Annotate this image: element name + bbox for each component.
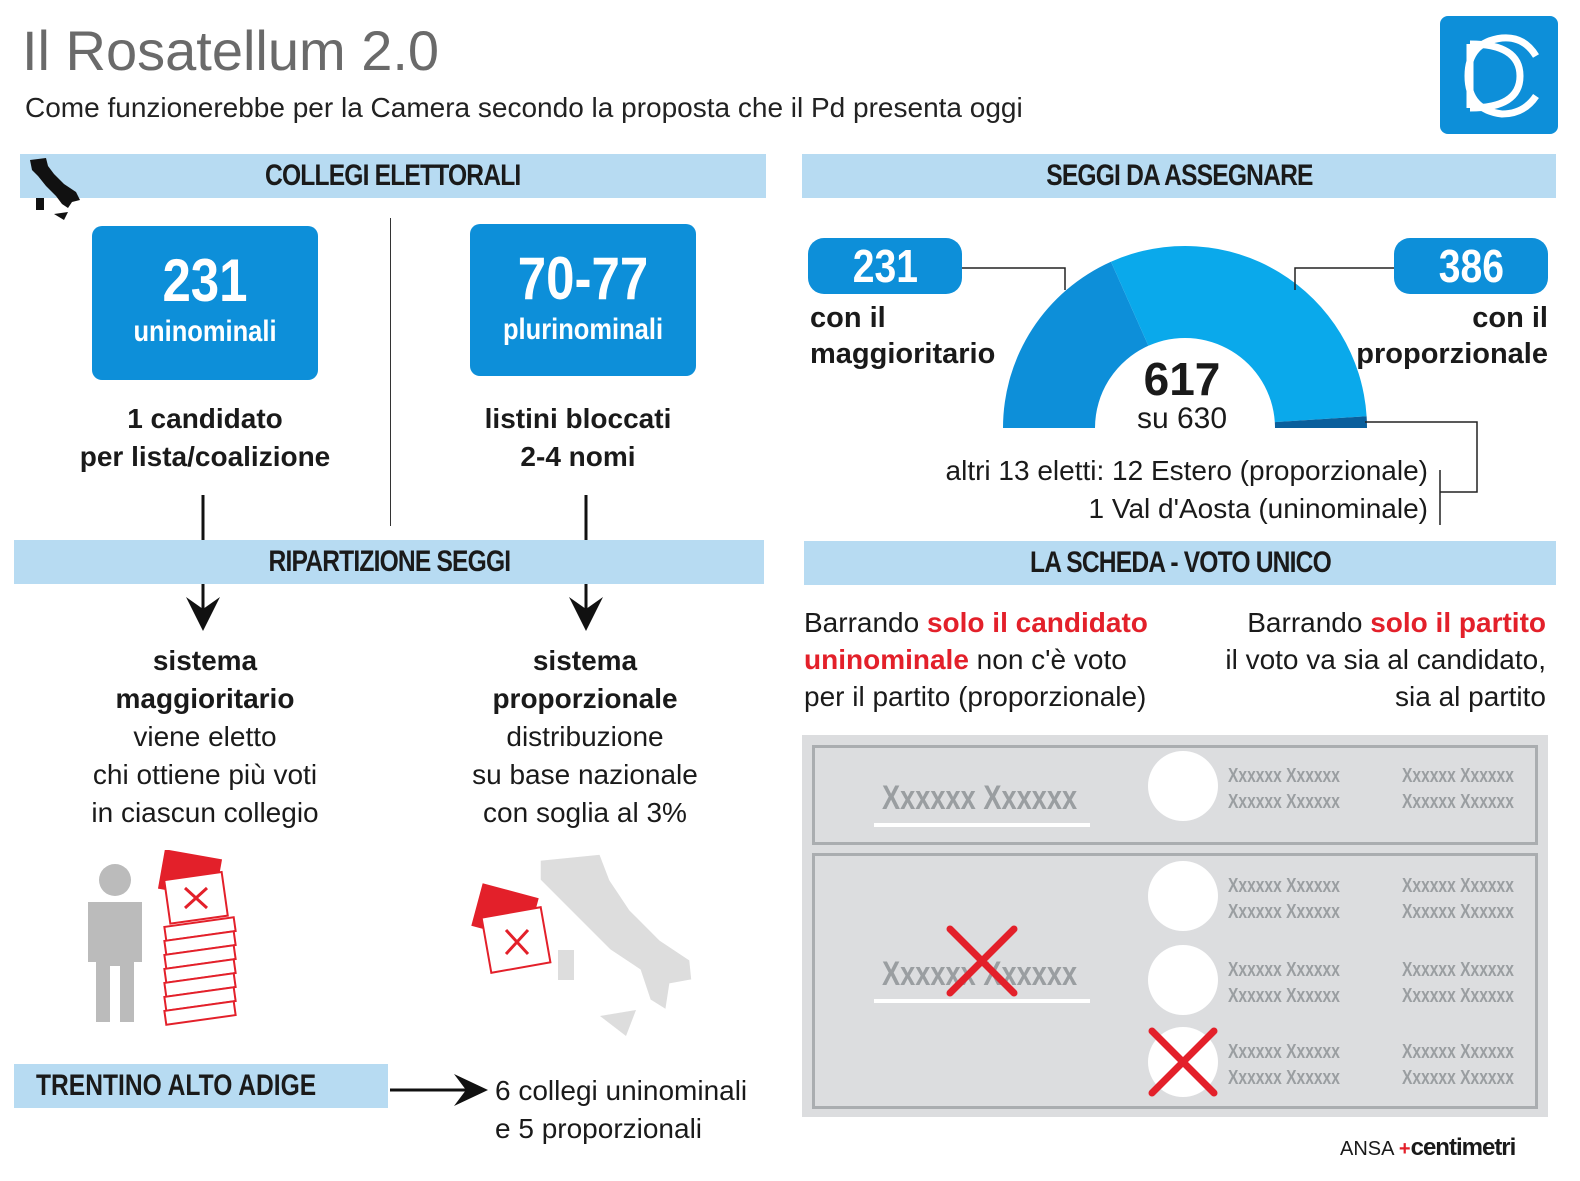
party-list-names: Xxxxxx Xxxxxx Xxxxxx Xxxxxx (1228, 1041, 1340, 1089)
italy-map-icon (24, 156, 84, 231)
party-checkbox[interactable] (1148, 861, 1218, 931)
page-subtitle: Come funzionerebbe per la Camera secondo… (25, 92, 1023, 123)
party-list-names: Xxxxxx Xxxxxx Xxxxxx Xxxxxx (1402, 1041, 1514, 1089)
uninominali-box: 231 uninominali (92, 226, 318, 380)
uninominali-desc: 1 candidato per lista/coalizione (79, 403, 331, 472)
cross-mark-icon (1148, 1027, 1218, 1097)
party-list-names: Xxxxxx Xxxxxx Xxxxxx Xxxxxx (1228, 959, 1340, 1007)
party-checkbox[interactable] (1148, 751, 1218, 821)
maggioritario-label: con il maggioritario (810, 302, 996, 370)
party-checkbox[interactable] (1148, 945, 1218, 1015)
trentino-label: TRENTINO ALTO ADIGE (14, 1064, 388, 1108)
party-list-names: Xxxxxx Xxxxxx Xxxxxx Xxxxxx (1402, 875, 1514, 923)
candidate-name: Xxxxxx Xxxxxx (882, 779, 1078, 817)
scheda-left-text: Barrando solo il candidato uninominale n… (804, 607, 1148, 712)
leader-line (1365, 421, 1478, 525)
ansa-logo: ANSA +centimetri (1340, 1134, 1516, 1161)
section-seggi-header: SEGGI DA ASSEGNARE (802, 154, 1556, 198)
donut-slice (1110, 246, 1367, 423)
leader-line (962, 267, 1066, 290)
section-ripartizione-header: RIPARTIZIONE SEGGI (14, 540, 764, 584)
arrow-right-icon (390, 1074, 488, 1106)
italy-map-icon (471, 853, 693, 1036)
donut-slice (1003, 261, 1149, 428)
page-title: Il Rosatellum 2.0 (22, 19, 440, 82)
underline (874, 823, 1090, 827)
ballot-sample: Xxxxxx Xxxxxx Xxxxxx Xxxxxx Xxxxxx Xxxxxx X… (802, 735, 1548, 1117)
altri-eletti: altri 13 eletti: 12 Estero (proporzional… (945, 455, 1428, 524)
party-list-names: Xxxxxx Xxxxxx Xxxxxx Xxxxxx (1402, 765, 1514, 813)
person-icon (88, 864, 142, 1022)
divider (390, 218, 391, 526)
maggioritario-count-box: 231 (808, 238, 962, 294)
camera-logo (1440, 16, 1558, 134)
party-list-names: Xxxxxx Xxxxxx Xxxxxx Xxxxxx (1228, 875, 1340, 923)
proporzionale-label: con il proporzionale (1356, 302, 1548, 370)
ballot-row (812, 853, 1538, 1109)
total-seats: 617 (1143, 353, 1221, 405)
proporzionale-desc: sistema proporzionale distribuzione su bas… (472, 645, 698, 828)
plurinominali-desc: listini bloccati 2-4 nomi (484, 403, 672, 472)
seats-half-donut (962, 246, 1478, 525)
proporzionale-count-box: 386 (1394, 238, 1548, 294)
ballot-stack-icon (157, 850, 237, 1026)
leader-line (1294, 267, 1396, 290)
party-list-names: Xxxxxx Xxxxxx Xxxxxx Xxxxxx (1402, 959, 1514, 1007)
section-scheda-header: LA SCHEDA - VOTO UNICO (804, 541, 1556, 585)
underline (874, 999, 1090, 1003)
trentino-desc: 6 collegi uninominali e 5 proporzionali (495, 1075, 748, 1144)
ballot-row (812, 745, 1538, 845)
donut-slice (1274, 416, 1367, 428)
party-list-names: Xxxxxx Xxxxxx Xxxxxx Xxxxxx (1228, 765, 1340, 813)
plurinominali-box: 70-77 plurinominali (470, 224, 696, 376)
cross-mark-icon (946, 925, 1018, 997)
section-collegi-header: COLLEGI ELETTORALI (20, 154, 766, 198)
scheda-right-text: Barrando solo il partito il voto va sia … (1225, 607, 1546, 712)
total-seats-sub: su 630 (1136, 402, 1228, 435)
maggioritario-desc: sistema maggioritario viene eletto chi ott… (91, 645, 319, 828)
